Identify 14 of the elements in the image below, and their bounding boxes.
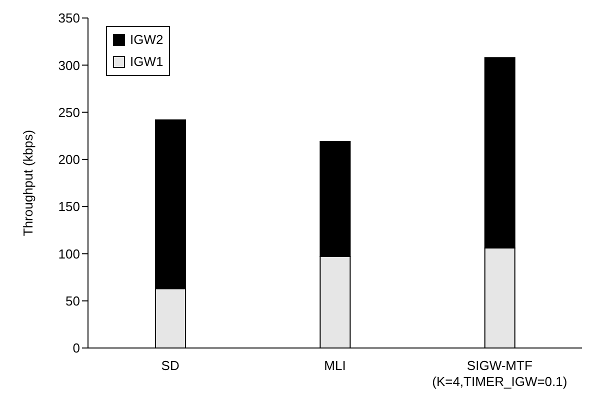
- y-tick-label: 0: [72, 340, 80, 356]
- y-axis-title: Throughput (kbps): [20, 130, 36, 236]
- y-tick-label: 100: [58, 246, 80, 262]
- y-tick-label: 200: [58, 152, 80, 168]
- y-tick-label: 300: [58, 58, 80, 73]
- y-tick-label: 50: [66, 293, 80, 308]
- x-tick-label: SD: [161, 358, 180, 373]
- y-tick-label: 150: [58, 199, 80, 214]
- x-tick-label: SIGW-MTF (K=4,TIMER_IGW=0.1): [432, 358, 568, 389]
- y-tick-label: 250: [58, 104, 80, 120]
- legend-label: IGW1: [130, 53, 164, 71]
- y-tick-label: 350: [58, 10, 80, 26]
- legend-label: IGW2: [130, 31, 164, 49]
- x-tick-label: MLI: [324, 358, 346, 373]
